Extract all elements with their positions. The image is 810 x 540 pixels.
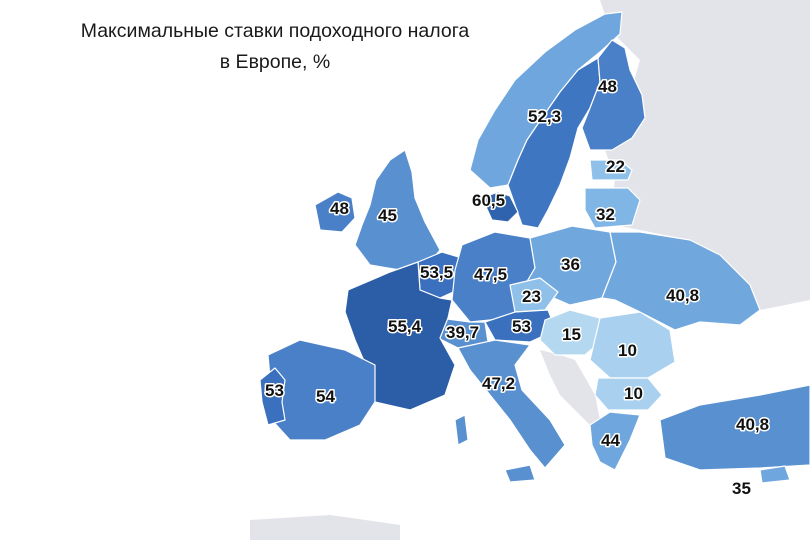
country-ireland[interactable] (314, 191, 356, 233)
label-denmark: 60,5 (472, 191, 505, 210)
country-bulgaria[interactable] (594, 377, 663, 411)
balkans-region (540, 350, 600, 425)
country-estonia[interactable] (589, 159, 633, 181)
label-italy: 47,2 (482, 374, 515, 393)
value-labels: 52,3 48 22 32 60,5 48 45 53,5 47,5 36 23… (264, 76, 771, 499)
label-france: 55,4 (388, 317, 422, 336)
country-greece[interactable] (589, 411, 641, 471)
country-portugal[interactable] (259, 367, 286, 426)
label-uk: 45 (378, 206, 397, 225)
north-africa-region (250, 515, 400, 540)
label-cyprus: 35 (732, 479, 751, 498)
country-uk[interactable] (354, 149, 441, 271)
country-ukraine[interactable] (601, 231, 761, 331)
map-title: Максимальные ставки подоходного налога в… (40, 16, 510, 78)
label-portugal: 53 (265, 381, 284, 400)
label-poland: 36 (561, 255, 580, 274)
label-netherlands: 53,5 (420, 263, 453, 282)
label-czechia: 23 (522, 287, 541, 306)
country-cyprus[interactable] (759, 465, 791, 484)
countries (259, 11, 810, 484)
map-title-line-2: в Европе, % (219, 51, 331, 73)
label-finland: 48 (598, 77, 617, 96)
no-data-regions (250, 0, 810, 540)
russia-region (600, 0, 810, 310)
label-sweden: 52,3 (528, 107, 561, 126)
country-latvia[interactable] (584, 187, 641, 229)
label-ireland: 48 (330, 199, 349, 218)
country-denmark[interactable] (481, 191, 519, 223)
country-finland[interactable] (581, 39, 646, 151)
label-romania: 10 (618, 341, 637, 360)
label-bulgaria: 10 (624, 384, 643, 403)
label-switzerland: 39,7 (446, 323, 479, 342)
country-sicily[interactable] (504, 464, 536, 483)
label-ukraine: 40,8 (666, 286, 699, 305)
country-czechia[interactable] (509, 277, 559, 313)
label-latvia: 32 (596, 205, 615, 224)
country-italy[interactable] (457, 339, 566, 469)
map-title-line-1: Максимальные ставки подоходного налога (80, 20, 470, 42)
label-hungary: 15 (562, 325, 581, 344)
label-turkey: 40,8 (736, 415, 769, 434)
label-germany: 47,5 (474, 265, 507, 284)
country-sardinia[interactable] (454, 414, 469, 446)
label-greece: 44 (601, 431, 620, 450)
label-spain: 54 (316, 387, 335, 406)
country-turkey[interactable] (659, 384, 810, 471)
label-austria: 53 (512, 317, 531, 336)
label-estonia: 22 (606, 157, 625, 176)
